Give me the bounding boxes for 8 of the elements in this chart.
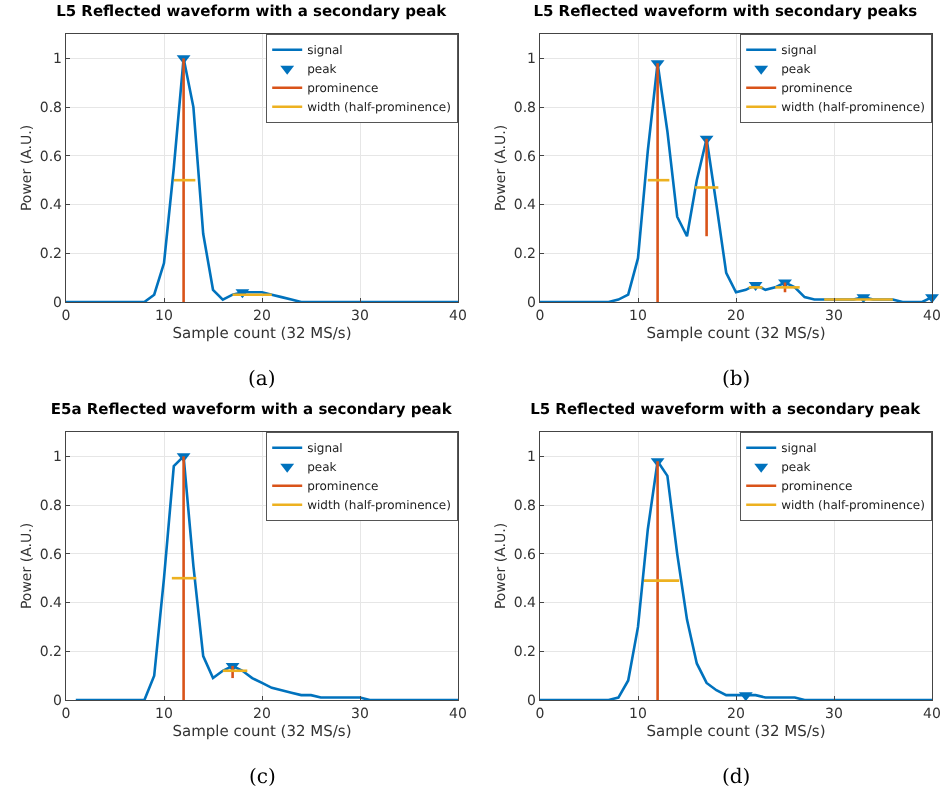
point — [925, 294, 939, 304]
text: (d) — [721, 767, 751, 789]
text: (b) — [721, 369, 751, 391]
line-series — [74, 455, 458, 700]
text: (c) — [249, 767, 276, 789]
text: (a) — [248, 369, 276, 391]
line-series — [540, 459, 932, 700]
line-series — [66, 57, 458, 302]
